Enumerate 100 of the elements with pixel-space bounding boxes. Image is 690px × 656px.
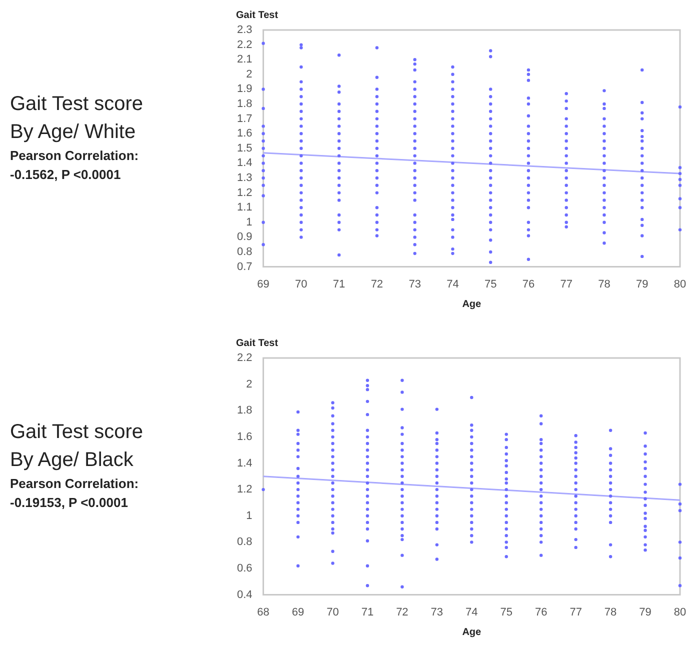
point <box>488 198 492 202</box>
point <box>602 139 606 143</box>
y-tick-label: 1.4 <box>236 457 252 470</box>
point <box>337 220 341 224</box>
point <box>564 99 568 103</box>
x-tick-label: 76 <box>534 606 548 618</box>
point <box>400 378 404 382</box>
point <box>366 527 370 531</box>
point <box>375 176 379 180</box>
y-tick-label: 0.9 <box>236 231 252 244</box>
point <box>375 46 379 50</box>
point <box>331 481 334 485</box>
point <box>608 520 612 524</box>
point <box>262 154 265 158</box>
point <box>262 194 265 198</box>
x-tick-label: 80 <box>674 606 686 618</box>
point <box>564 146 568 150</box>
point <box>451 132 454 136</box>
point <box>470 423 474 427</box>
point <box>564 184 568 187</box>
x-tick-label: 77 <box>560 278 572 290</box>
point <box>644 504 647 507</box>
x-tick-label: 72 <box>370 278 384 290</box>
point <box>375 228 379 232</box>
point <box>470 527 474 531</box>
point <box>262 184 265 187</box>
point <box>435 494 439 498</box>
point <box>574 434 578 438</box>
point <box>602 89 606 92</box>
x-tick-label: 68 <box>257 606 270 618</box>
x-tick-label: 74 <box>466 606 478 618</box>
x-tick-label: 69 <box>292 606 304 618</box>
point <box>644 497 647 500</box>
point <box>300 146 303 150</box>
point <box>640 254 644 258</box>
point <box>574 494 578 498</box>
point <box>296 494 300 498</box>
point <box>470 468 474 472</box>
point <box>564 154 568 158</box>
point <box>488 228 492 232</box>
point <box>488 184 492 187</box>
point <box>526 124 530 128</box>
point <box>574 520 578 524</box>
point <box>262 139 265 143</box>
point <box>564 124 568 128</box>
point <box>300 124 303 128</box>
point <box>526 139 530 143</box>
y-axis-title: Gait Test <box>236 338 279 349</box>
point <box>640 234 644 238</box>
point <box>539 455 543 458</box>
point <box>300 162 303 165</box>
point <box>300 132 303 136</box>
point <box>435 431 439 435</box>
point <box>296 564 300 568</box>
point <box>470 520 474 524</box>
point <box>470 448 474 452</box>
point <box>470 428 474 432</box>
x-tick-label: 72 <box>396 606 408 618</box>
point <box>451 198 454 202</box>
point <box>300 154 303 158</box>
point <box>574 474 578 478</box>
point <box>451 95 454 98</box>
point <box>300 228 303 232</box>
y-tick-label: 2.3 <box>236 24 252 36</box>
point <box>564 206 568 210</box>
y-tick-label: 1.3 <box>236 172 252 184</box>
point <box>366 384 370 388</box>
point <box>366 481 370 485</box>
point <box>413 139 416 143</box>
point <box>574 508 578 511</box>
point <box>375 146 379 150</box>
point <box>300 139 303 143</box>
point <box>574 462 578 465</box>
point <box>602 206 606 210</box>
point <box>296 508 300 511</box>
point <box>470 534 474 538</box>
point <box>435 455 439 458</box>
y-tick-label: 2.2 <box>236 352 252 364</box>
point <box>331 468 334 472</box>
point <box>262 169 265 172</box>
point <box>602 154 606 158</box>
point <box>400 501 404 504</box>
point <box>602 124 606 128</box>
point <box>640 117 644 120</box>
point <box>300 206 303 210</box>
point <box>608 481 612 485</box>
point <box>602 102 606 106</box>
point <box>526 220 530 224</box>
point <box>564 191 568 194</box>
point <box>602 106 606 110</box>
point <box>413 88 416 91</box>
x-axis-title: Age <box>462 626 482 638</box>
point <box>400 481 404 485</box>
point <box>488 110 492 113</box>
point <box>644 524 647 528</box>
point <box>413 236 416 239</box>
point <box>413 154 416 158</box>
y-tick-label: 1.7 <box>236 112 252 125</box>
point <box>375 213 379 217</box>
point <box>337 228 341 232</box>
